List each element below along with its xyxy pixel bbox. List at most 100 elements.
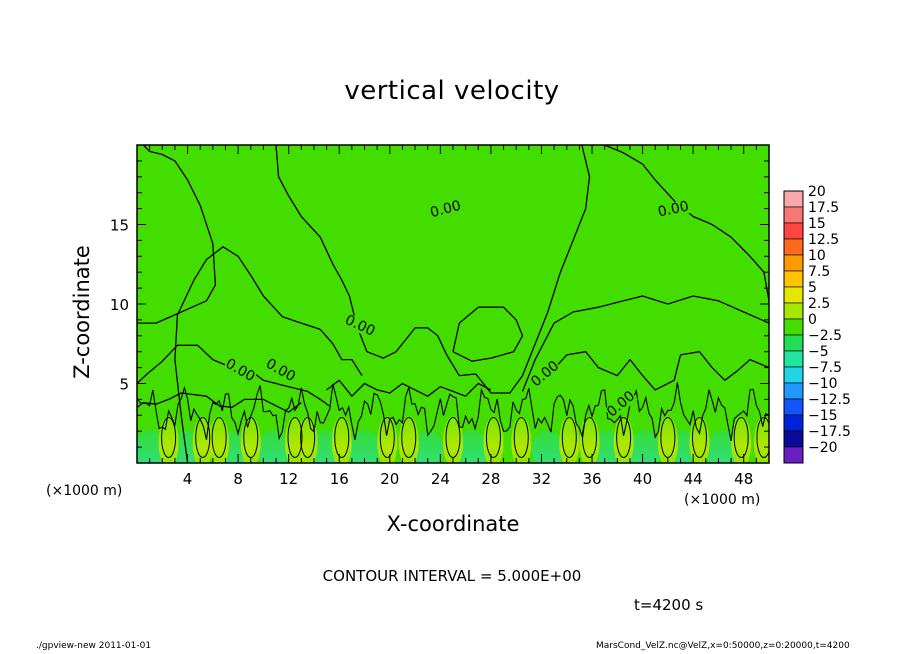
contour-line bbox=[174, 246, 363, 463]
footer-right: MarsCond_VelZ.nc@VelZ,x=0:50000,z=0:2000… bbox=[596, 641, 850, 651]
colorbar-swatch bbox=[783, 382, 804, 400]
colorbar-label: 5 bbox=[808, 280, 817, 296]
colorbar-swatch bbox=[783, 222, 804, 240]
downdraft-cell bbox=[629, 430, 662, 463]
contour-label-bg bbox=[528, 358, 562, 390]
contour-line bbox=[211, 417, 227, 459]
colorbar-label: 15 bbox=[808, 216, 826, 232]
colorbar-swatch bbox=[783, 190, 804, 208]
contour-line bbox=[691, 417, 707, 459]
contour-line bbox=[161, 417, 177, 459]
colorbar-swatch bbox=[783, 238, 804, 256]
x-tick-label: 40 bbox=[633, 470, 652, 488]
contour-line bbox=[275, 145, 591, 394]
x-tick-label: 8 bbox=[233, 470, 243, 488]
time-label: t=4200 s bbox=[634, 596, 704, 614]
colorbar-label: 0 bbox=[808, 312, 817, 328]
chart-title: vertical velocity bbox=[344, 76, 560, 106]
contour-line bbox=[733, 417, 749, 459]
contour-line bbox=[547, 351, 769, 391]
colorbar-swatch bbox=[783, 302, 804, 320]
contour-line bbox=[513, 417, 529, 459]
y-tick-label: 5 bbox=[119, 376, 129, 394]
colorbar-swatch bbox=[783, 414, 804, 432]
contour-line bbox=[300, 417, 316, 459]
colorbar-swatch bbox=[783, 350, 804, 368]
colorbar-swatch bbox=[783, 334, 804, 352]
contour-label-bg bbox=[222, 356, 258, 385]
contour-line bbox=[521, 295, 769, 392]
contour-line bbox=[561, 417, 577, 459]
contour-label-bg bbox=[604, 388, 638, 420]
colorbar-label: 17.5 bbox=[808, 200, 839, 216]
contour-line bbox=[137, 382, 769, 442]
colorbar-label: 20 bbox=[808, 184, 826, 200]
colorbar-label: −10 bbox=[808, 376, 838, 392]
colorbar-swatch bbox=[783, 366, 804, 384]
contour-line bbox=[604, 145, 769, 301]
x-unit-left: (×1000 m) bbox=[46, 483, 123, 499]
colorbar-swatch bbox=[783, 446, 804, 464]
contour-line bbox=[582, 417, 598, 459]
contour-line bbox=[452, 306, 524, 362]
colorbar-swatch bbox=[783, 398, 804, 416]
plot-field bbox=[137, 145, 769, 463]
downdraft-cell bbox=[257, 430, 290, 463]
y-tick-label: 15 bbox=[110, 217, 129, 235]
downdraft-cell bbox=[348, 430, 381, 463]
downdraft-cell bbox=[411, 430, 444, 463]
contour-label-bg bbox=[342, 312, 378, 339]
contour-line bbox=[660, 417, 676, 459]
x-tick-label: 16 bbox=[330, 470, 349, 488]
colorbar-label: 2.5 bbox=[808, 296, 830, 312]
x-axis-label: X-coordinate bbox=[386, 512, 520, 536]
contour-line bbox=[137, 392, 302, 413]
colorbar-label: 12.5 bbox=[808, 232, 839, 248]
contour-line bbox=[401, 417, 417, 459]
footer-left: ./gpview-new 2011-01-01 bbox=[36, 641, 152, 651]
colorbar-label: −20 bbox=[808, 440, 838, 456]
x-tick-label: 20 bbox=[380, 470, 399, 488]
contour-line bbox=[756, 417, 769, 459]
contour-line bbox=[334, 417, 350, 459]
x-tick-label: 24 bbox=[431, 470, 450, 488]
x-tick-label: 28 bbox=[481, 470, 500, 488]
contour-line bbox=[195, 417, 211, 459]
colorbar-label: −5 bbox=[808, 344, 829, 360]
y-axis-label: Z-coordinate bbox=[70, 245, 94, 379]
contour-line bbox=[137, 145, 217, 324]
contour-interval: CONTOUR INTERVAL = 5.000E+00 bbox=[322, 567, 582, 585]
contour-line bbox=[445, 417, 461, 459]
contour-line bbox=[485, 417, 501, 459]
colorbar-swatch bbox=[783, 286, 804, 304]
contour-label: 0.00 bbox=[429, 198, 463, 222]
y-tick-label: 10 bbox=[110, 296, 129, 314]
plot-background bbox=[137, 145, 769, 463]
x-tick-label: 12 bbox=[279, 470, 298, 488]
contour-line bbox=[379, 417, 395, 459]
contour-line bbox=[243, 417, 259, 459]
x-tick-label: 32 bbox=[532, 470, 551, 488]
contour-line bbox=[616, 417, 632, 459]
colorbar-label: −15 bbox=[808, 408, 838, 424]
colorbar-label: −7.5 bbox=[808, 360, 842, 376]
contour-label-bg bbox=[428, 198, 463, 221]
colorbar-label: 10 bbox=[808, 248, 826, 264]
contour-label-bg bbox=[263, 356, 298, 385]
x-tick-label: 48 bbox=[734, 470, 753, 488]
colorbar-label: −12.5 bbox=[808, 392, 851, 408]
downdraft-cell bbox=[531, 430, 564, 463]
contour-label-bg bbox=[656, 199, 691, 220]
x-tick-label: 44 bbox=[684, 470, 703, 488]
colorbar-swatch bbox=[783, 430, 804, 448]
downdraft-cell bbox=[137, 430, 166, 463]
colorbar-swatch bbox=[783, 206, 804, 224]
colorbar-label: −17.5 bbox=[808, 424, 851, 440]
colorbar-swatch bbox=[783, 318, 804, 336]
downdraft-cell bbox=[455, 430, 488, 463]
x-unit-right: (×1000 m) bbox=[684, 492, 761, 508]
colorbar-label: 7.5 bbox=[808, 264, 830, 280]
contour-label: 0.00 bbox=[656, 198, 690, 220]
colorbar-swatch bbox=[783, 254, 804, 272]
